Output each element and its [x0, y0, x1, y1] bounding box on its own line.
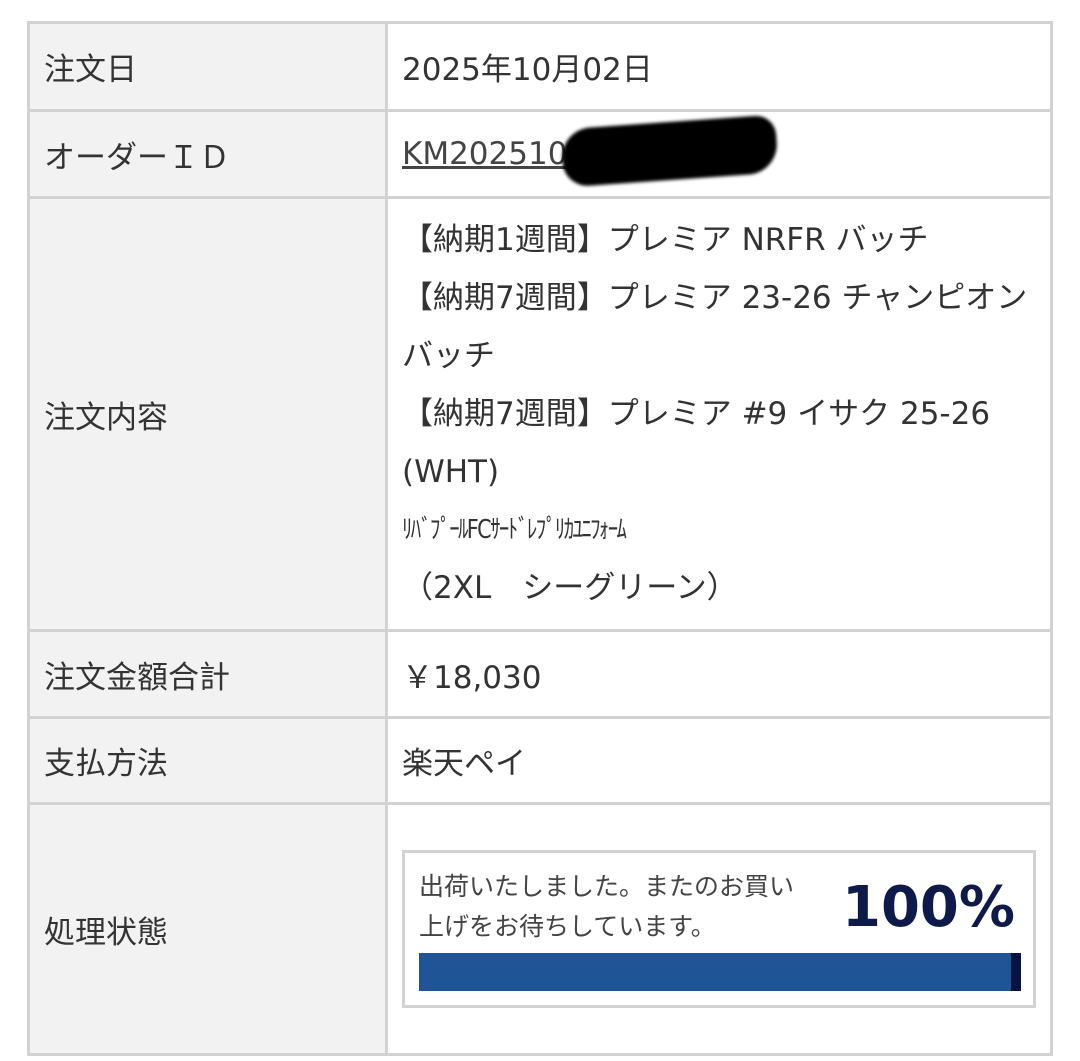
payment-method-value: 楽天ペイ [385, 716, 1053, 805]
order-items: 【納期1週間】プレミア NRFR バッチ 【納期7週間】プレミア 23-26 チ… [385, 196, 1053, 632]
order-id-cell: KM2025100202097 [385, 109, 1053, 199]
order-item: 【納期7週間】プレミア 23-26 チャンピオンバッチ [402, 280, 1028, 374]
order-details-table: 注文日 2025年10月02日 オーダーＩＤ KM2025100202097 注… [27, 21, 1053, 1056]
order-item: （2XL シーグリーン） [402, 570, 738, 606]
row-order-total: 注文金額合計 ￥18,030 [27, 629, 1053, 719]
row-order-id: オーダーＩＤ KM2025100202097 [27, 109, 1053, 199]
status-message: 出荷いたしました。またのお買い上げをお待ちしています。 [419, 872, 795, 941]
progress-bar [419, 953, 1021, 991]
label-order-total: 注文金額合計 [27, 629, 388, 719]
order-total-value: ￥18,030 [385, 629, 1053, 719]
progress-bar-fill [419, 953, 1021, 991]
label-order-contents: 注文内容 [27, 196, 388, 632]
status-cell: 出荷いたしました。またのお買い上げをお待ちしています。 100% [385, 802, 1053, 1056]
row-order-date: 注文日 2025年10月02日 [27, 21, 1053, 112]
order-id-link[interactable]: KM2025100202097 [402, 114, 779, 188]
redaction-mark [560, 114, 779, 188]
order-date-value: 2025年10月02日 [385, 21, 1053, 112]
order-item: 【納期7週間】プレミア #9 イサク 25-26 (WHT) [402, 396, 991, 490]
row-order-contents: 注文内容 【納期1週間】プレミア NRFR バッチ 【納期7週間】プレミア 23… [27, 196, 1053, 632]
row-payment-method: 支払方法 楽天ペイ [27, 716, 1053, 805]
label-order-date: 注文日 [27, 21, 388, 112]
label-processing-status: 処理状態 [27, 802, 388, 1056]
order-item: 【納期1週間】プレミア NRFR バッチ [402, 222, 929, 258]
label-payment-method: 支払方法 [27, 716, 388, 805]
label-order-id: オーダーＩＤ [27, 109, 388, 199]
status-box: 出荷いたしました。またのお買い上げをお待ちしています。 100% [402, 850, 1036, 1008]
progress-percent: 100% [841, 874, 1015, 940]
row-processing-status: 処理状態 出荷いたしました。またのお買い上げをお待ちしています。 100% [27, 802, 1053, 1056]
order-item: ﾘﾊﾞﾌﾟｰﾙFCｻｰﾄﾞﾚﾌﾟﾘｶﾕﾆﾌｫｰﾑ [402, 515, 627, 545]
